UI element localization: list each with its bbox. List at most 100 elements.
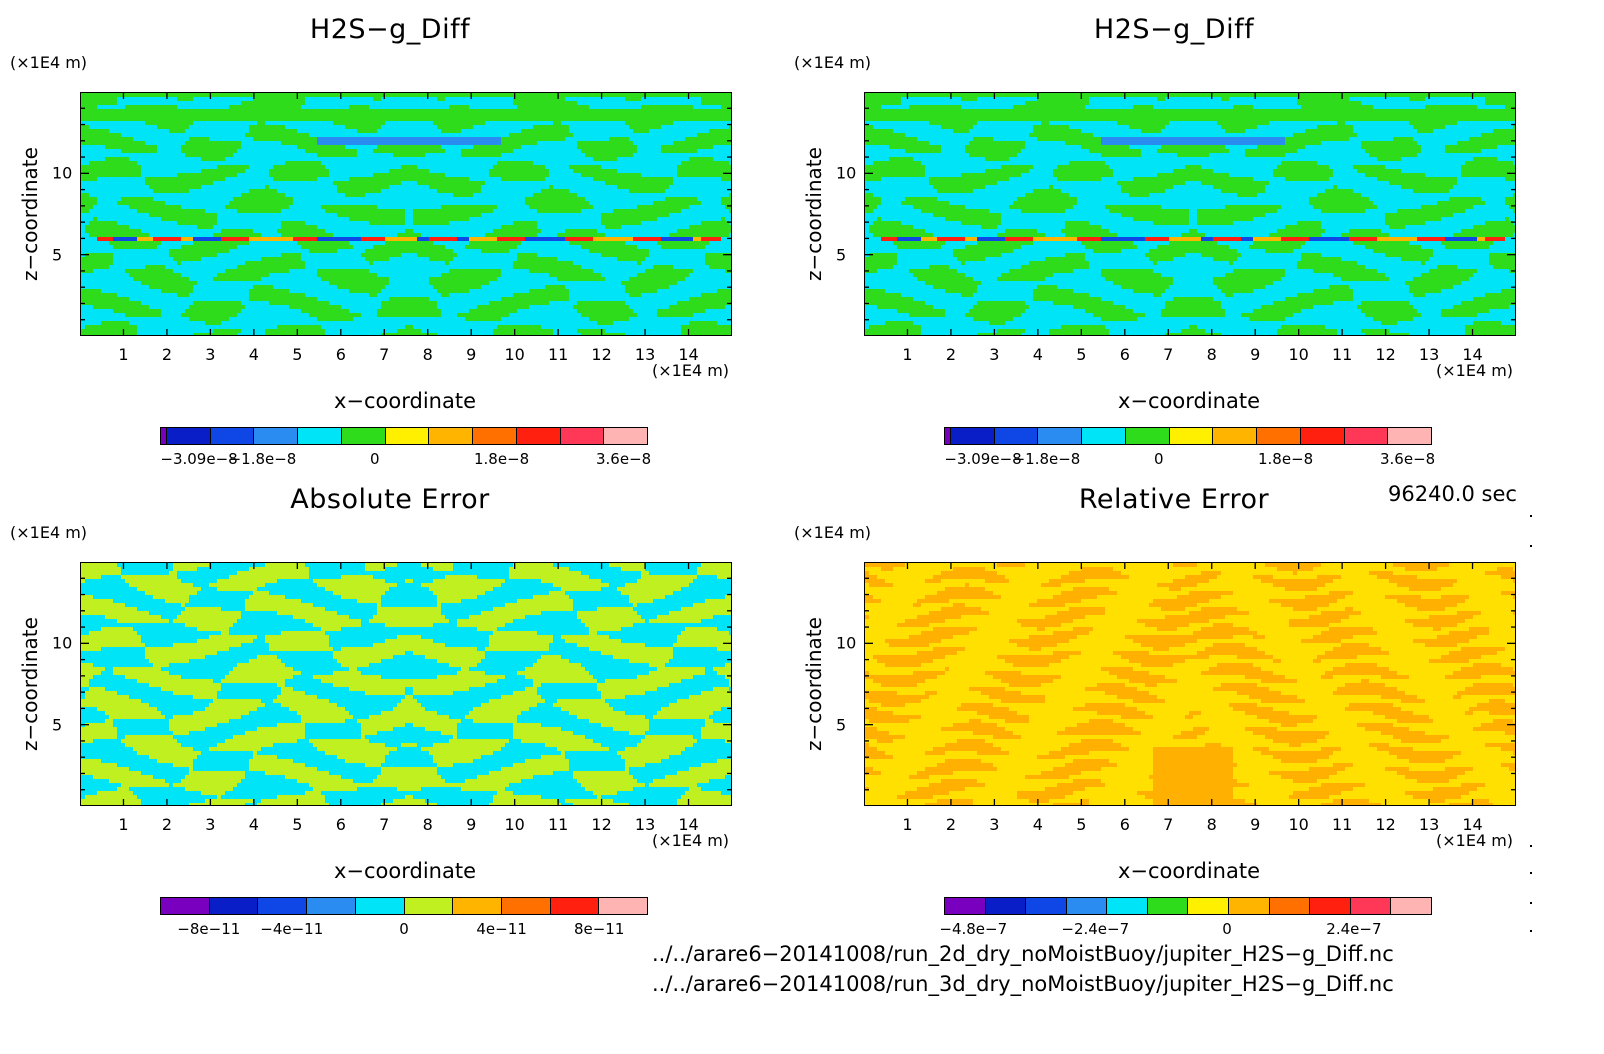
chart-title: Absolute Error	[0, 484, 780, 515]
colorbar-tick-label: 0	[399, 920, 409, 938]
x-tick-label: 1	[902, 345, 912, 364]
heatmap-plot-area	[864, 562, 1516, 806]
colorbar-swatch	[1300, 428, 1345, 444]
colorbar-swatch	[985, 898, 1027, 914]
axis-tick-marks	[864, 562, 1516, 806]
colorbar	[160, 897, 648, 915]
heatmap-svg	[81, 563, 731, 805]
x-tick-label: 3	[989, 345, 999, 364]
file-path-3d: ../../arare6−20141008/run_3d_dry_noMoist…	[652, 972, 1394, 996]
colorbar-swatch	[341, 428, 386, 444]
colorbar-swatch	[1344, 428, 1389, 444]
x-tick-label: 14	[1462, 815, 1482, 834]
x-tick-label: 9	[1250, 345, 1260, 364]
x-tick-label: 2	[946, 815, 956, 834]
colorbar-swatch	[1066, 898, 1108, 914]
x-tick-label: 9	[466, 815, 476, 834]
colorbar-swatch	[951, 428, 995, 444]
panel-bottom-right: Relative Error (×1E4 m) z−coordinate (×1E4 …	[784, 470, 1564, 950]
colorbar-tick-label: −3.09e−8	[944, 450, 1021, 468]
colorbar-labels: −3.09e−8 −1.8e−8 0 1.8e−8 3.6e−8	[160, 450, 651, 470]
x-tick-label: 3	[205, 345, 215, 364]
x-axis-label: x−coordinate	[864, 389, 1514, 413]
x-tick-label: 9	[466, 345, 476, 364]
x-unit-label: (×1E4 m)	[652, 361, 729, 380]
colorbar-swatch	[1257, 428, 1301, 444]
x-tick-label: 12	[591, 345, 611, 364]
x-tick-label: 10	[504, 345, 524, 364]
colorbar-swatch	[1310, 898, 1351, 914]
colorbar-swatch	[1147, 898, 1189, 914]
colorbar-swatch	[473, 428, 517, 444]
y-tick-label: 10	[836, 634, 856, 653]
x-tick-label: 2	[162, 345, 172, 364]
decorative-dot	[1530, 515, 1532, 517]
colorbar-swatch	[385, 428, 430, 444]
decorative-dot	[1530, 845, 1532, 847]
x-tick-label: 4	[1033, 815, 1043, 834]
colorbar-tick-label: −2.4e−7	[1061, 920, 1129, 938]
x-tick-label: 1	[118, 345, 128, 364]
colorbar-swatch	[161, 898, 210, 914]
colorbar-swatch	[945, 428, 951, 444]
x-tick-label: 11	[1332, 815, 1352, 834]
colorbar-swatch	[599, 898, 648, 914]
y-tick-label: 10	[52, 634, 72, 653]
chart-title: H2S−g_Diff	[0, 14, 780, 45]
colorbar	[944, 427, 1432, 445]
x-tick-label: 12	[591, 815, 611, 834]
colorbar-swatch	[161, 428, 167, 444]
colorbar-swatch	[1229, 898, 1270, 914]
colorbar-swatch	[453, 898, 502, 914]
y-unit-label: (×1E4 m)	[794, 523, 871, 542]
x-unit-label: (×1E4 m)	[652, 831, 729, 850]
colorbar-tick-label: 3.6e−8	[1380, 450, 1435, 468]
x-axis-label: x−coordinate	[80, 389, 730, 413]
x-tick-label: 7	[379, 345, 389, 364]
x-tick-label: 6	[1120, 815, 1130, 834]
colorbar-labels: −8e−11 −4e−11 0 4e−11 8e−11	[160, 920, 648, 940]
colorbar-swatch	[167, 428, 211, 444]
axis-tick-marks	[80, 92, 732, 336]
y-tick-label: 10	[52, 164, 72, 183]
x-unit-label: (×1E4 m)	[1436, 831, 1513, 850]
x-tick-label: 2	[162, 815, 172, 834]
colorbar-tick-label: 0	[1154, 450, 1164, 468]
y-unit-label: (×1E4 m)	[10, 523, 87, 542]
chart-title: Relative Error	[784, 484, 1564, 515]
x-tick-label: 4	[249, 345, 259, 364]
heatmap-plot-area	[80, 92, 732, 336]
x-tick-label: 7	[1163, 815, 1173, 834]
x-tick-label: 5	[1076, 345, 1086, 364]
x-unit-label: (×1E4 m)	[1436, 361, 1513, 380]
y-unit-label: (×1E4 m)	[10, 53, 87, 72]
x-tick-label: 14	[1462, 345, 1482, 364]
x-tick-label: 14	[678, 815, 698, 834]
x-tick-label: 13	[635, 345, 655, 364]
colorbar-swatch	[1388, 428, 1432, 444]
x-tick-label: 3	[205, 815, 215, 834]
x-tick-label: 5	[1076, 815, 1086, 834]
y-unit-label: (×1E4 m)	[794, 53, 871, 72]
decorative-dot	[1530, 902, 1532, 904]
colorbar-swatch	[1082, 428, 1126, 444]
decorative-dot	[1530, 545, 1532, 547]
y-tick-label: 5	[52, 715, 62, 734]
x-tick-label: 8	[423, 345, 433, 364]
x-tick-label: 11	[548, 345, 568, 364]
colorbar-swatch	[1026, 898, 1067, 914]
colorbar-tick-label: 4e−11	[476, 920, 526, 938]
heatmap-plot-area	[80, 562, 732, 806]
file-path-2d: ../../arare6−20141008/run_2d_dry_noMoist…	[652, 942, 1394, 966]
colorbar-swatch	[429, 428, 474, 444]
panel-top-left: H2S−g_Diff (×1E4 m) z−coordinate (×1E4 m) x−…	[0, 0, 780, 480]
colorbar-swatch	[1188, 898, 1230, 914]
colorbar-tick-label: −8e−11	[177, 920, 240, 938]
colorbar-swatch	[501, 898, 551, 914]
colorbar-swatch	[1269, 898, 1311, 914]
colorbar-swatch	[1169, 428, 1214, 444]
heatmap-svg	[81, 93, 731, 335]
x-tick-label: 7	[379, 815, 389, 834]
colorbar-tick-label: −4.8e−7	[939, 920, 1007, 938]
x-axis-label: x−coordinate	[864, 859, 1514, 883]
